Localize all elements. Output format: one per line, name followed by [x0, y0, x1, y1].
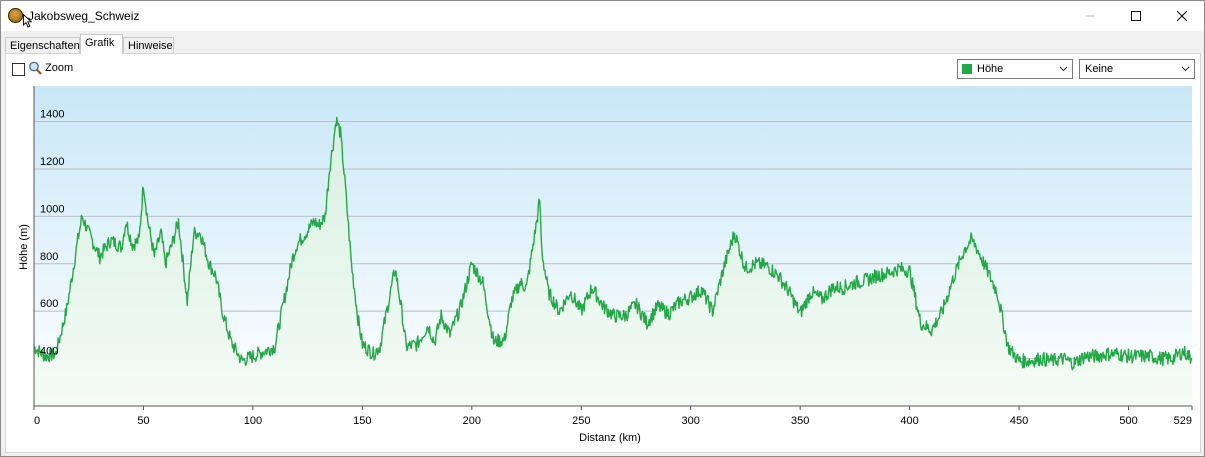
app-icon [8, 8, 23, 23]
maximize-button[interactable] [1113, 1, 1159, 31]
elevation-line [33, 116, 1192, 371]
y-tick-label: 600 [40, 298, 58, 310]
magnifier-icon [29, 61, 42, 75]
zoom-label: Zoom [45, 62, 74, 74]
x-tick-label: 350 [791, 415, 809, 427]
tab-grafik[interactable]: Grafik [80, 34, 123, 54]
series-select[interactable]: Höhe [957, 59, 1073, 79]
x-tick-label: 500 [1119, 415, 1137, 427]
maximize-icon [1131, 11, 1141, 21]
x-tick-label: 300 [682, 415, 700, 427]
minimize-icon [1085, 15, 1095, 17]
close-button[interactable] [1159, 1, 1205, 31]
x-tick-label: 50 [137, 415, 149, 427]
elevation-area [34, 117, 1192, 406]
x-tick-label: 450 [1010, 415, 1028, 427]
chevron-down-icon [1059, 66, 1068, 72]
series-select-value: Höhe [977, 63, 1004, 75]
secondary-select[interactable]: Keine [1079, 59, 1195, 79]
x-tick-label: 529 [1174, 415, 1192, 427]
x-tick-label: 0 [34, 415, 40, 427]
chevron-down-icon [1181, 66, 1190, 72]
title-bar[interactable]: Jakobsweg_Schweiz [1, 1, 1204, 31]
x-tick-label: 250 [572, 415, 590, 427]
x-tick-label: 400 [900, 415, 918, 427]
y-tick-label: 1200 [40, 156, 64, 168]
y-tick-label: 400 [40, 346, 58, 358]
tab-hinweise[interactable]: Hinweise [123, 37, 174, 54]
y-axis-ticks: 400 600 800 1000 1200 1400 [40, 109, 64, 358]
window-title: Jakobsweg_Schweiz [28, 9, 140, 23]
y-tick-label: 800 [40, 251, 58, 263]
x-tick-label: 200 [463, 415, 481, 427]
tab-eigenschaften[interactable]: Eigenschaften [5, 37, 80, 54]
x-axis-ticks: 0 50 100 150 200 250 300 350 400 450 500 529 [33, 406, 1193, 427]
secondary-select-value: Keine [1085, 63, 1114, 75]
x-tick-label: 100 [244, 415, 262, 427]
x-axis-label: Distanz (km) [579, 432, 641, 444]
x-tick-label: 150 [353, 415, 371, 427]
y-axis-label: Höhe (m) [18, 224, 30, 270]
close-icon [1177, 11, 1187, 21]
y-tick-label: 1000 [40, 203, 64, 215]
minimize-button[interactable] [1067, 1, 1113, 31]
y-tick-label: 1400 [40, 109, 64, 121]
mouse-cursor-icon [23, 14, 33, 28]
zoom-checkbox[interactable] [12, 63, 25, 76]
series-color-swatch [962, 64, 972, 74]
